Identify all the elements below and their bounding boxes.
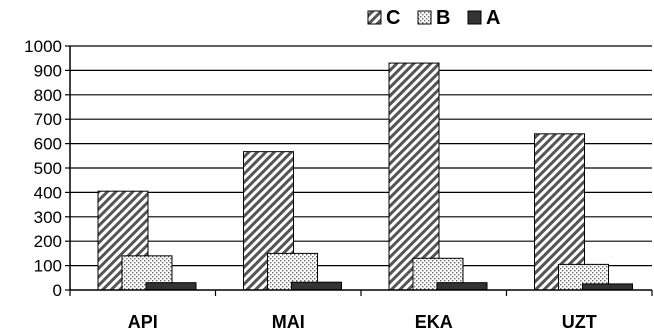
bar-a-uzt [582,283,633,291]
legend-label-c: C [386,7,400,29]
x-tick-label-eka: EKA [415,312,453,332]
bar-a-api [145,282,197,291]
x-tick-label-api: API [128,312,158,332]
legend-swatch-c [367,10,382,25]
y-tick-label-800: 800 [34,86,62,105]
legend-swatch-b [417,10,432,25]
y-tick-label-100: 100 [34,257,62,276]
bar-a-mai [291,281,342,291]
y-tick-label-400: 400 [34,183,62,202]
bars [97,62,633,291]
y-tick-label-300: 300 [34,208,62,227]
legend-swatch-a [467,10,482,25]
y-tick-label-900: 900 [34,61,62,80]
legend-label-b: B [436,7,450,29]
axes: 0 100 200 300 400 500 600 700 800 900 1000 API MAI EK… [24,37,653,332]
y-tick-label-600: 600 [34,135,62,154]
y-tick-label-200: 200 [34,232,62,251]
y-tick-label-0: 0 [53,281,62,300]
x-tick-label-mai: MAI [272,312,305,332]
bar-c-eka [388,62,440,291]
bar-a-eka [436,282,488,291]
legend-label-a: A [486,7,500,29]
x-tick-label-uzt: UZT [562,312,597,332]
y-tick-label-500: 500 [34,159,62,178]
y-tick-label-1000: 1000 [24,37,62,56]
y-tick-label-700: 700 [34,110,62,129]
gridlines [70,45,652,267]
